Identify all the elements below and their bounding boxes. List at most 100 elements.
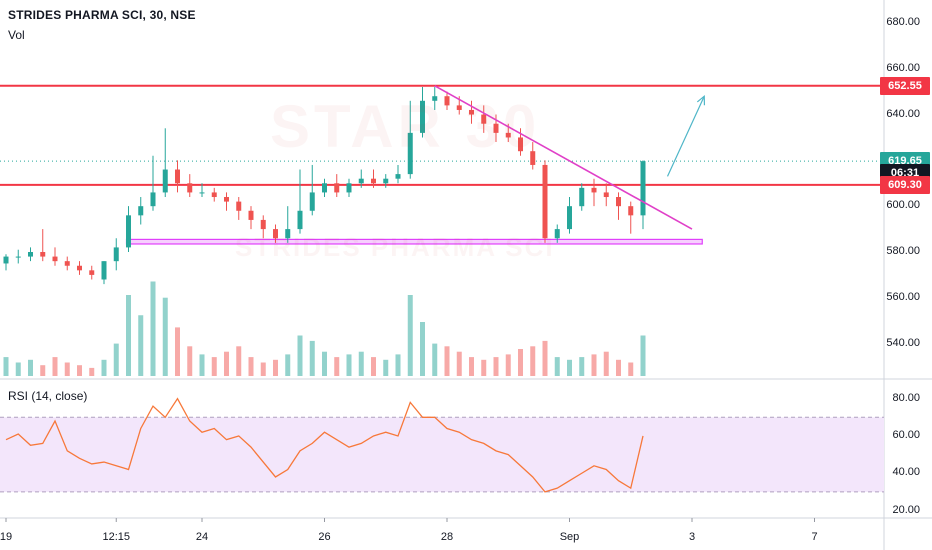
volume-bar [334, 357, 340, 376]
chart-title: STRIDES PHARMA SCI, 30, NSE [8, 8, 196, 22]
rsi-tick-label: 40.00 [892, 466, 920, 479]
volume-bar [481, 359, 487, 376]
symbol-watermark: STAR 30 [270, 93, 541, 160]
candle-body [224, 197, 229, 202]
volume-bar [113, 343, 119, 376]
price-tick-label: 580.00 [886, 245, 920, 257]
candle-body [334, 183, 340, 193]
candle-body [616, 197, 621, 207]
candle-body [138, 206, 144, 216]
volume-bar [3, 357, 9, 376]
volume-bar [469, 357, 474, 376]
volume-bar [64, 362, 70, 376]
candle-body [407, 132, 413, 175]
volume-bar [40, 365, 46, 376]
price-tick-label: 660.00 [886, 61, 920, 74]
rsi-band [0, 417, 884, 492]
volume-bar [444, 346, 450, 376]
candle-body [260, 219, 266, 230]
volume-bar [530, 346, 536, 376]
volume-bar [383, 359, 389, 376]
candle-body [236, 201, 242, 211]
price-badge: 652.55 [880, 76, 930, 95]
candle-body [481, 114, 487, 124]
volume-bar [224, 351, 229, 376]
volume-bar [309, 340, 315, 376]
volume-bar [150, 281, 156, 376]
time-tick-label: 24 [195, 531, 209, 543]
volume-label: Vol [8, 28, 25, 42]
volume-bar [395, 354, 401, 376]
candle-body [187, 183, 193, 193]
volume-bar [126, 295, 131, 376]
candle-body [273, 229, 278, 239]
candle-body [371, 178, 376, 184]
candle-body [530, 151, 536, 165]
time-tick-label: 7 [811, 531, 818, 543]
candle-body [211, 192, 217, 198]
price-tick-label: 560.00 [886, 290, 920, 303]
candle-body [175, 169, 180, 184]
time-tick-label: 19 [0, 531, 13, 543]
volume-bar [493, 357, 499, 376]
candle-body [358, 178, 364, 184]
trendline [434, 85, 693, 230]
time-tick-label: 12:15 [102, 531, 131, 543]
candle-body [199, 192, 205, 194]
volume-bar [211, 357, 217, 376]
volume-bar [28, 359, 33, 376]
volume-bar [138, 315, 144, 376]
price-tick-label: 600.00 [886, 199, 920, 212]
volume-bar [456, 351, 462, 376]
volume-bar [358, 351, 364, 376]
time-tick-label: Sep [559, 531, 580, 543]
candle-body [395, 174, 401, 179]
candle-body [64, 261, 70, 266]
volume-bar [322, 351, 327, 376]
candle-body [150, 192, 156, 207]
candle-body [248, 210, 254, 220]
volume-bar [407, 295, 413, 376]
rsi-label: RSI (14, close) [8, 389, 88, 403]
volume-bar [542, 340, 548, 376]
volume-bar [175, 327, 180, 376]
rsi-tick-label: 60.00 [892, 428, 920, 441]
rsi-line [5, 397, 644, 493]
candle-body [113, 247, 119, 262]
candle-body [52, 256, 58, 262]
volume-bar [371, 357, 376, 376]
price-badge: 609.30 [880, 175, 930, 194]
candle-body [640, 161, 646, 216]
volume-bar [432, 343, 438, 376]
candle-body [15, 256, 21, 258]
volume-bar [89, 367, 95, 376]
price-tick-label: 640.00 [886, 107, 920, 120]
candle-body [3, 256, 9, 264]
candle-body [28, 252, 33, 257]
target-arrow [666, 95, 705, 177]
volume-bar [297, 335, 303, 376]
volume-bar [603, 351, 609, 376]
candle-body [309, 192, 315, 211]
volume-bar [101, 359, 107, 376]
candle-body [126, 215, 131, 248]
candle-body [297, 210, 303, 230]
volume-bar [187, 346, 193, 376]
volume-bar [579, 357, 585, 376]
volume-bar [77, 365, 82, 376]
candle-body [432, 96, 438, 101]
candle-body [346, 183, 352, 193]
candle-body [322, 183, 327, 193]
candle-body [285, 229, 291, 239]
candle-body [77, 265, 82, 271]
price-tick-label: 540.00 [886, 336, 920, 349]
volume-bar [346, 354, 352, 376]
volume-bar [518, 349, 523, 376]
volume-bar [162, 297, 168, 376]
volume-bar [248, 357, 254, 376]
candle-body [603, 192, 609, 198]
symbol-watermark-name: STRIDES PHARMA SCI [235, 232, 555, 262]
candle-body [420, 100, 425, 133]
volume-bar [420, 322, 425, 376]
